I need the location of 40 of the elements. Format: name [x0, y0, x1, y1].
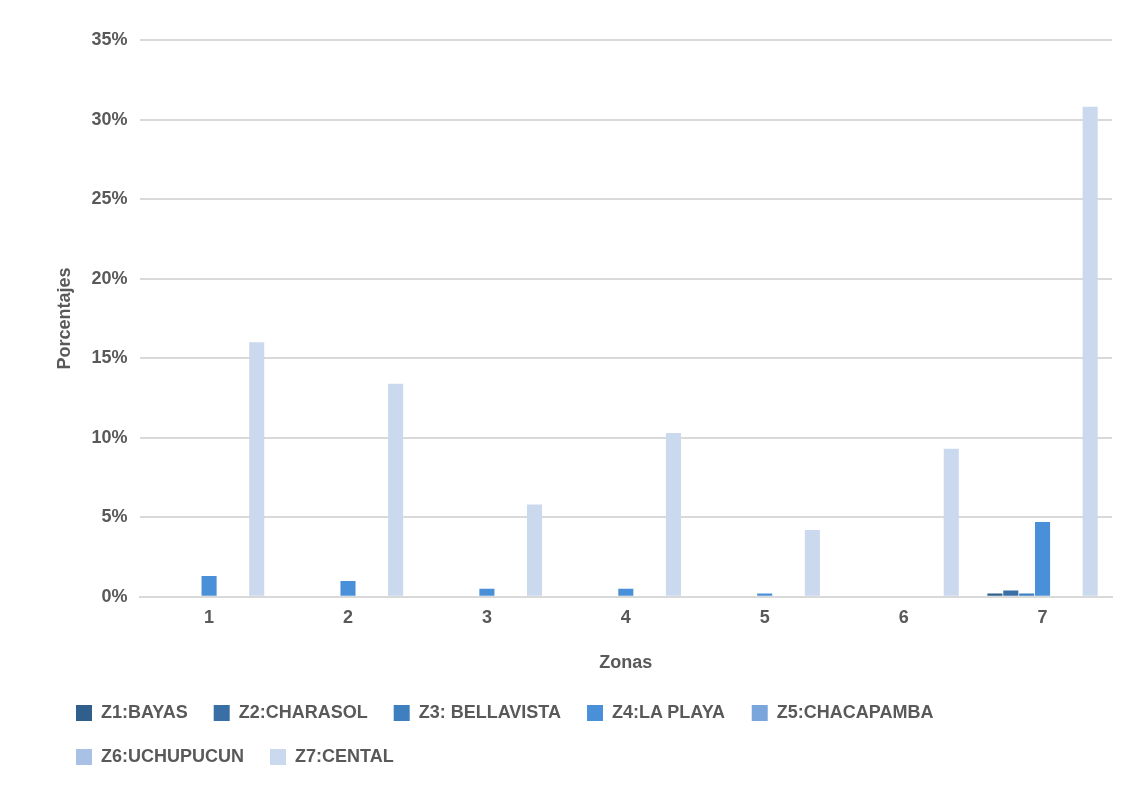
bar [340, 580, 356, 596]
legend-label: Z7:CENTAL [295, 745, 394, 766]
x-tick-label: 7 [1037, 606, 1048, 627]
bar [987, 593, 1003, 596]
bar [1082, 106, 1098, 596]
y-tick-label: 35% [91, 28, 128, 49]
bar [526, 504, 543, 596]
y-tick-label: 10% [91, 426, 128, 447]
x-tick-label: 5 [759, 606, 770, 627]
bar [201, 576, 217, 596]
bar [249, 342, 265, 596]
x-tick-label: 4 [620, 606, 631, 627]
y-axis-title: Porcentajes [53, 267, 74, 370]
y-tick-label: 15% [91, 347, 128, 368]
y-tick-label: 20% [91, 267, 128, 288]
legend-label: Z3: BELLAVISTA [418, 701, 562, 722]
legend-label: Z1:BAYAS [101, 701, 188, 722]
bar [479, 588, 495, 596]
bar [618, 588, 634, 596]
bar [1003, 590, 1019, 596]
y-tick-label: 25% [91, 188, 128, 209]
bar [943, 448, 959, 596]
x-tick-label: 2 [342, 606, 353, 627]
bar [757, 593, 773, 596]
bar [665, 432, 681, 596]
legend-label: Z4:LA PLAYA [612, 701, 726, 722]
y-tick-label: 0% [101, 585, 128, 606]
legend-label: Z2:CHARASOL [238, 701, 368, 722]
bar [388, 383, 404, 596]
x-tick-label: 6 [898, 606, 909, 627]
legend-label: Z5:CHACAPAMBA [776, 701, 934, 722]
x-tick-label: 3 [481, 606, 492, 627]
legend-label: Z6:UCHUPUCUN [101, 745, 244, 766]
bar [804, 529, 820, 596]
bar [1035, 522, 1051, 596]
x-tick-label: 1 [204, 606, 215, 627]
bar [1019, 593, 1035, 596]
y-tick-label: 30% [91, 108, 128, 129]
y-tick-label: 5% [101, 506, 128, 527]
x-axis-title: Zonas [599, 652, 653, 673]
